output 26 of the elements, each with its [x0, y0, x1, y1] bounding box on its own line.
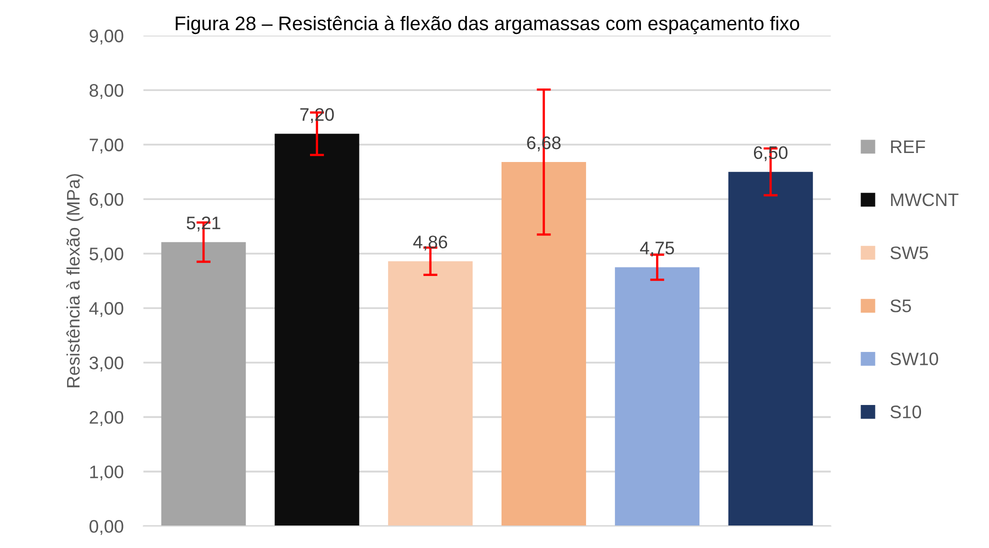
y-tick-label: 3,00: [90, 356, 124, 372]
y-tick-label: 6,00: [90, 193, 124, 208]
bar: [502, 162, 586, 526]
data-label: 4,86: [413, 236, 448, 251]
y-tick-label: 8,00: [90, 84, 124, 99]
legend-label: REF: [891, 140, 926, 153]
y-tick-label: 0,00: [90, 520, 124, 535]
y-tick-label: 9,00: [90, 30, 124, 44]
bar: [161, 242, 246, 526]
legend-label: S5: [890, 299, 911, 312]
data-label: 4,75: [640, 242, 674, 257]
chart-title: Figura 28 – Resistência à flexão das argamassas com espaçamento fixo: [176, 16, 800, 34]
bar: [274, 134, 360, 526]
y-tick-label: 1,00: [90, 466, 124, 480]
legend-label: SW10: [890, 352, 938, 366]
legend-label: S10: [890, 406, 922, 418]
bar: [614, 267, 700, 526]
y-tick-label: 2,00: [90, 411, 124, 426]
legend-label: MWCNT: [891, 193, 958, 206]
legend-label: SW5: [890, 246, 928, 260]
y-tick-label: 5,00: [90, 248, 124, 262]
bar: [728, 172, 813, 526]
y-tick-label: 4,00: [89, 302, 124, 317]
bar: [388, 261, 473, 526]
y-tick-label: 7,00: [90, 138, 124, 154]
y-axis-title: Resistência à flexão (MPa): [66, 174, 84, 388]
